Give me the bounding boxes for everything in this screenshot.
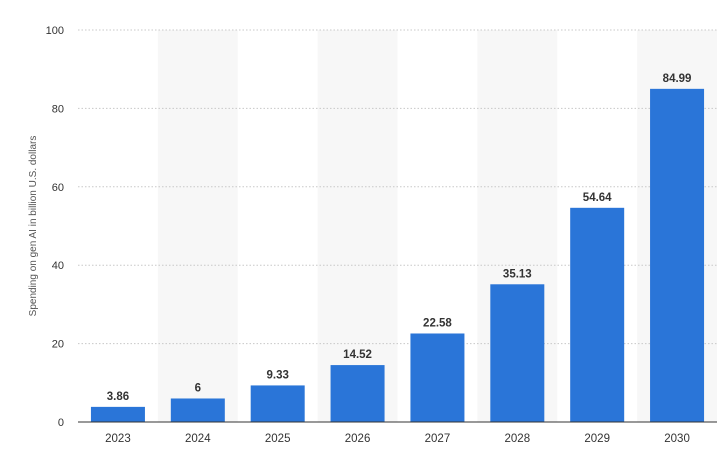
- background-band: [317, 30, 398, 422]
- y-tick-label: 100: [46, 25, 64, 37]
- y-tick-label: 0: [58, 417, 64, 429]
- data-label: 84.99: [663, 73, 692, 85]
- y-tick-label: 80: [52, 103, 64, 115]
- x-tick-label: 2029: [584, 433, 610, 445]
- background-band: [157, 30, 238, 422]
- bars: [90, 88, 705, 422]
- x-tick-label: 2027: [425, 433, 451, 445]
- x-tick-label: 2023: [105, 433, 131, 445]
- data-label: 35.13: [503, 268, 532, 280]
- bar: [330, 365, 385, 422]
- x-tick-label: 2026: [345, 433, 371, 445]
- bar: [650, 88, 705, 422]
- y-axis-title: Spending on gen AI in billion U.S. dolla…: [28, 136, 39, 317]
- bar: [490, 284, 545, 422]
- y-tick-label: 60: [52, 182, 64, 194]
- data-label: 54.64: [583, 192, 612, 204]
- x-tick-label: 2025: [265, 433, 291, 445]
- data-label: 6: [195, 382, 201, 394]
- data-label: 3.86: [107, 391, 129, 403]
- bar: [90, 406, 145, 422]
- x-tick-label: 2028: [505, 433, 531, 445]
- y-tick-label: 20: [52, 339, 64, 351]
- y-tick-labels: 0 20 40 60 80 100: [46, 25, 64, 429]
- bar: [170, 398, 225, 422]
- bar: [570, 207, 625, 422]
- x-tick-labels: 2023 2024 2025 2026 2027 2028 2029 2030: [105, 433, 690, 445]
- data-label: 9.33: [266, 369, 288, 381]
- x-tick-label: 2030: [664, 433, 690, 445]
- data-labels: 3.86 6 9.33 14.52 22.58 35.13 54.64 84.99: [107, 73, 692, 403]
- data-label: 14.52: [343, 349, 372, 361]
- y-tick-label: 40: [52, 260, 64, 272]
- data-label: 22.58: [423, 317, 452, 329]
- x-tick-label: 2024: [185, 433, 211, 445]
- bar: [410, 333, 465, 422]
- bar: [250, 385, 305, 422]
